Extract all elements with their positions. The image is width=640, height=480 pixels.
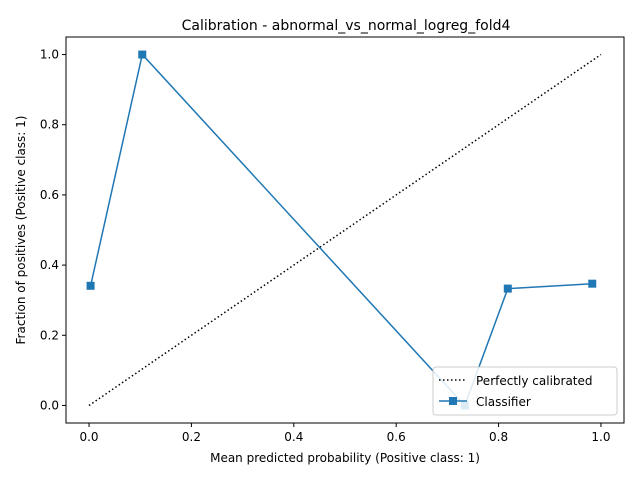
legend-box xyxy=(432,366,618,416)
plot-frame xyxy=(65,36,625,424)
perfect-calibration-line xyxy=(88,53,602,407)
classifier-point xyxy=(86,281,95,290)
y-tick-label: 1.0 xyxy=(40,48,59,62)
y-tick-label: 0.0 xyxy=(40,398,59,412)
classifier-point xyxy=(138,50,147,59)
legend-label-classifier: Classifier xyxy=(476,395,531,409)
plot-series xyxy=(86,50,602,410)
legend-label-perfect: Perfectly calibrated xyxy=(476,374,593,388)
x-tick-label: 0.6 xyxy=(387,430,406,444)
legend-marker-classifier xyxy=(449,397,457,405)
classifier-point xyxy=(588,279,597,288)
y-axis-ticks: 0.0 0.2 0.4 0.6 0.8 1.0 xyxy=(40,48,66,412)
x-tick-label: 0.2 xyxy=(182,430,201,444)
x-tick-label: 0.8 xyxy=(489,430,508,444)
x-axis-ticks: 0.0 0.2 0.4 0.6 0.8 1.0 xyxy=(79,423,611,444)
x-tick-label: 1.0 xyxy=(591,430,610,444)
classifier-point xyxy=(503,284,512,293)
y-tick-label: 0.2 xyxy=(40,328,59,342)
chart-title: Calibration - abnormal_vs_normal_logreg_… xyxy=(182,18,511,34)
x-tick-label: 0.4 xyxy=(284,430,303,444)
x-axis-label: Mean predicted probability (Positive cla… xyxy=(210,451,480,465)
x-tick-label: 0.0 xyxy=(79,430,98,444)
legend: Perfectly calibrated Classifier xyxy=(432,366,618,416)
y-axis-label: Fraction of positives (Positive class: 1… xyxy=(14,116,28,345)
y-tick-label: 0.6 xyxy=(40,188,59,202)
y-tick-label: 0.8 xyxy=(40,118,59,132)
y-tick-label: 0.4 xyxy=(40,258,59,272)
